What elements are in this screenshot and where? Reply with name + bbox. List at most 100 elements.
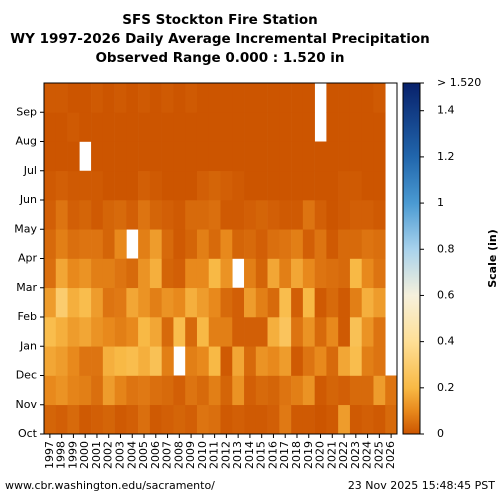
heat-cell <box>91 200 104 230</box>
heat-cell <box>279 346 292 376</box>
heat-cell <box>232 83 245 113</box>
y-tick-label: Apr <box>18 252 38 265</box>
heat-cell <box>102 346 115 376</box>
heat-cell <box>67 83 80 113</box>
heat-cell <box>173 229 186 259</box>
heat-cell <box>55 346 68 376</box>
heat-cell <box>267 112 280 142</box>
heat-cell <box>208 375 221 406</box>
heat-cell <box>161 404 174 435</box>
heat-cell <box>44 375 57 406</box>
heat-cell <box>67 200 80 230</box>
x-tick-label: 2024 <box>361 441 374 469</box>
heat-cell <box>67 317 80 347</box>
heat-cell <box>232 200 245 230</box>
heat-cell <box>67 141 80 172</box>
heat-cell <box>349 287 362 318</box>
heat-cell <box>149 229 162 259</box>
heat-cell <box>232 229 245 259</box>
heat-cell <box>302 287 315 318</box>
heat-cell <box>55 112 68 142</box>
chart-title: WY 1997-2026 Daily Average Incremental P… <box>10 31 429 47</box>
heat-cell <box>173 112 186 142</box>
heat-cell <box>79 200 92 230</box>
heat-cell <box>79 170 92 201</box>
heat-cell <box>55 200 68 230</box>
heat-cell <box>149 346 162 376</box>
heat-cell <box>138 83 151 113</box>
heat-cell <box>196 83 210 113</box>
heat-cell <box>255 141 268 172</box>
heat-cell <box>338 404 351 435</box>
heat-cell <box>326 404 339 435</box>
y-tick-label: Nov <box>16 398 38 411</box>
heat-cell <box>126 404 139 435</box>
heat-cell <box>55 404 68 435</box>
heat-cell <box>114 229 127 259</box>
heat-cell <box>102 170 115 201</box>
heat-cell <box>208 83 221 113</box>
heat-cell <box>208 170 221 201</box>
heat-cell <box>279 375 292 406</box>
heat-cell <box>138 258 151 289</box>
colorbar-tick-label: 1 <box>437 196 444 209</box>
heat-cell <box>67 375 80 406</box>
heat-cell <box>373 404 386 435</box>
x-tick-label: 1999 <box>66 441 79 469</box>
colorbar-label: Scale (in) <box>486 229 499 288</box>
heat-cell <box>244 83 257 113</box>
x-tick-label: 2013 <box>231 441 244 469</box>
heat-cell <box>196 258 210 289</box>
heat-cell <box>138 346 151 376</box>
x-tick-label: 2005 <box>137 441 150 469</box>
heat-cell <box>126 200 139 230</box>
heat-cell <box>185 229 198 259</box>
heat-cell <box>373 229 386 259</box>
heat-cell <box>302 170 315 201</box>
heat-cell <box>291 229 304 259</box>
heat-cell <box>102 200 115 230</box>
heat-cell <box>138 112 151 142</box>
heat-cell <box>114 404 127 435</box>
colorbar-tick-label: 0.6 <box>437 288 455 301</box>
heat-cell <box>79 258 92 289</box>
heat-cell <box>102 287 115 318</box>
heat-cell <box>185 112 198 142</box>
heat-cell <box>91 170 104 201</box>
heat-cell <box>267 287 280 318</box>
heat-cell <box>338 112 351 142</box>
heat-cell <box>67 346 80 376</box>
heat-cell <box>55 83 68 113</box>
heat-cell <box>314 404 327 435</box>
heat-cell <box>55 170 68 201</box>
heat-cell <box>196 141 210 172</box>
heat-cell <box>349 375 362 406</box>
heat-cell <box>138 287 151 318</box>
heat-cell <box>244 317 257 347</box>
heat-cell <box>326 170 339 201</box>
heat-cell <box>208 404 221 435</box>
x-tick-label: 2021 <box>325 441 338 469</box>
x-tick-label: 2022 <box>337 441 350 469</box>
x-tick-label: 2002 <box>102 441 115 469</box>
x-tick-label: 1997 <box>43 441 56 469</box>
heat-cell <box>361 346 374 376</box>
heat-cell <box>373 112 386 142</box>
heat-cell <box>138 229 151 259</box>
heat-cell <box>55 287 68 318</box>
heat-cell <box>279 229 292 259</box>
heat-cell <box>220 83 233 113</box>
heat-cell <box>114 112 127 142</box>
heat-cell <box>220 170 233 201</box>
heat-cell <box>255 287 268 318</box>
heat-cell <box>185 346 198 376</box>
heat-cell <box>338 141 351 172</box>
heat-cell <box>361 287 374 318</box>
heat-cell <box>244 141 257 172</box>
heat-cell <box>255 229 268 259</box>
heat-cell <box>91 83 104 113</box>
heat-cell <box>326 229 339 259</box>
heat-cell <box>44 141 57 172</box>
heat-cell <box>314 346 327 376</box>
heat-cell <box>338 170 351 201</box>
